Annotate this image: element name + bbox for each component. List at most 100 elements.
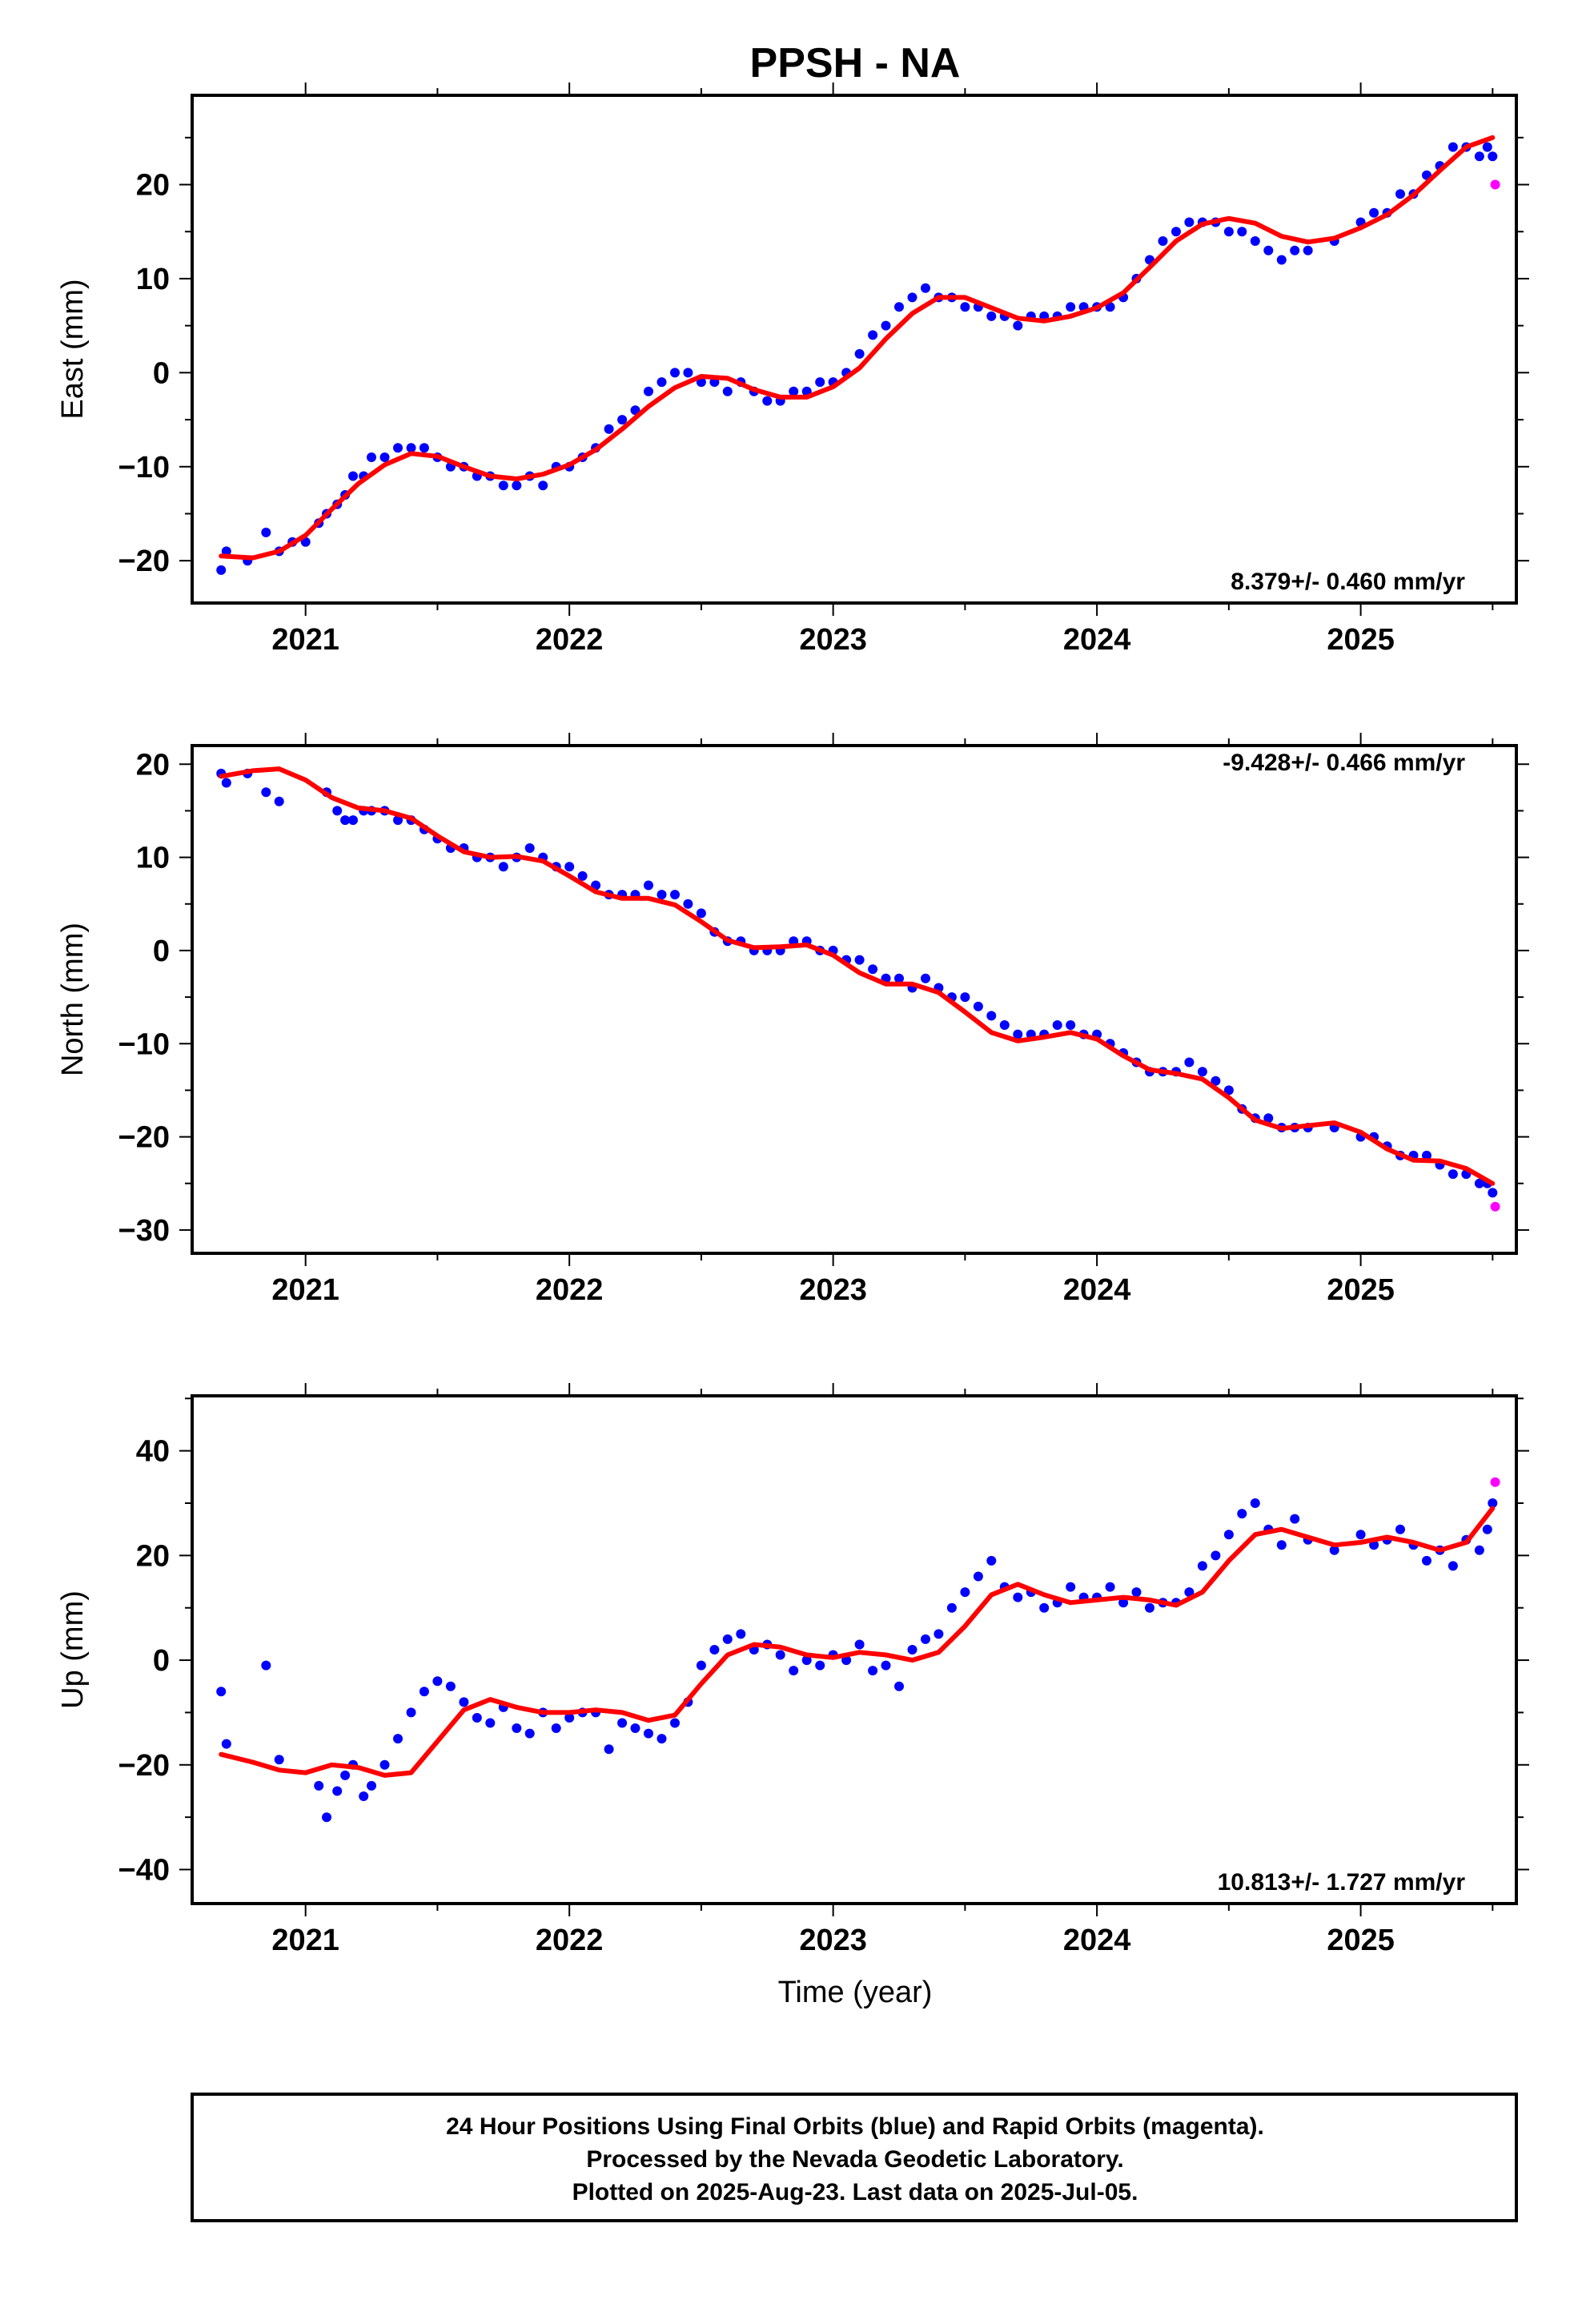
north-data-point [960,992,970,1003]
up-data-point [1145,1602,1154,1613]
up-data-point [524,1728,535,1739]
north-y-tick-label: −30 [118,1214,170,1248]
north-y-tick-label: 20 [136,748,170,782]
up-data-point [1066,1582,1076,1592]
chart-title: PPSH - NA [750,40,961,86]
up-y-tick-label: 20 [136,1539,170,1573]
up-data-point [1184,1587,1195,1598]
east-x-tick-label: 2022 [536,623,604,657]
north-plot-area [216,766,1500,1212]
up-data-point [1013,1592,1023,1602]
up-data-point [854,1639,865,1650]
east-data-point [1184,217,1195,227]
east-data-point [393,443,403,453]
east-data-point [894,302,904,312]
up-data-point [736,1629,746,1639]
east-data-point [216,565,227,575]
east-data-point [960,302,970,312]
east-data-point [1250,236,1260,246]
north-data-point [1488,1188,1498,1198]
east-x-tick-label: 2025 [1327,623,1395,657]
north-y-axis-label: North (mm) [56,923,90,1076]
east-data-point [1303,245,1313,255]
north-data-point [261,787,271,798]
up-y-tick-label: 40 [136,1435,170,1469]
up-data-point [1223,1530,1234,1540]
up-data-point [722,1634,733,1644]
up-data-point [644,1728,653,1739]
north-data-point [221,778,231,788]
east-data-point [1263,245,1274,255]
north-data-point [340,815,351,826]
north-data-point [656,890,667,900]
up-data-point [485,1718,496,1728]
east-x-tick-label: 2021 [271,623,339,657]
north-data-point [670,890,680,900]
north-frame [191,744,1518,1255]
up-x-tick-label: 2025 [1327,1924,1395,1957]
east-data-point [221,546,231,557]
north-y-tick-label: −20 [118,1121,170,1155]
east-data-point [1066,302,1076,312]
up-data-point [379,1759,390,1770]
east-data-point [512,480,522,491]
up-data-point [367,1780,376,1791]
north-data-point [973,1001,983,1011]
up-plot-area [216,1477,1500,1823]
x-axis-label: Time (year) [778,1976,933,2009]
east-data-point [1482,142,1492,152]
east-data-point [538,480,548,491]
up-data-point [1118,1598,1129,1608]
east-x-tick-label: 2024 [1063,623,1131,657]
up-x-tick-label: 2021 [271,1924,339,1957]
up-y-tick-label: 0 [153,1644,170,1678]
north-data-point [577,870,588,881]
east-data-point [1395,189,1405,199]
footer-box: 24 Hour Positions Using Final Orbits (bl… [191,2093,1518,2222]
east-y-tick-label: −20 [118,545,170,578]
north-data-point [332,806,343,816]
east-data-point [379,452,390,462]
up-data-point [406,1707,416,1718]
north-data-point [498,862,508,872]
up-data-point [881,1660,891,1671]
east-model-curve [219,135,1496,561]
east-data-point [1171,227,1181,237]
up-data-point [1329,1545,1339,1555]
east-data-point [1290,245,1300,255]
up-data-point [393,1734,403,1744]
east-data-point [921,283,930,293]
up-data-point [696,1660,706,1671]
north-x-tick-label: 2023 [799,1273,867,1307]
east-data-point [1276,255,1287,265]
north-data-point [524,843,535,853]
up-data-point [459,1697,469,1707]
east-data-point [1447,142,1458,152]
up-x-tick-label: 2023 [799,1924,867,1957]
east-data-point [1158,236,1168,246]
up-x-tick-label: 2024 [1063,1924,1131,1957]
north-y-tick-label: −10 [118,1027,170,1061]
north-data-point [564,862,575,872]
up-data-point [332,1786,343,1796]
east-data-point [419,443,429,453]
up-data-point [359,1791,369,1801]
east-y-tick-label: −10 [118,451,170,485]
north-data-point [854,955,865,965]
up-data-point [512,1723,522,1733]
north-y-tick-label: 10 [136,842,170,875]
east-data-point [1237,227,1247,237]
up-data-point [1237,1509,1247,1519]
east-data-point [406,443,416,453]
east-data-point [815,377,825,388]
up-data-point [1395,1524,1405,1534]
up-data-point [1474,1545,1484,1555]
east-data-point [854,348,865,359]
east-data-point [367,452,376,462]
east-data-point [1369,207,1379,218]
north-data-point [921,973,930,983]
north-x-tick-label: 2022 [536,1273,604,1307]
north-y-tick-label: 0 [153,935,170,968]
up-data-point [1197,1561,1207,1571]
